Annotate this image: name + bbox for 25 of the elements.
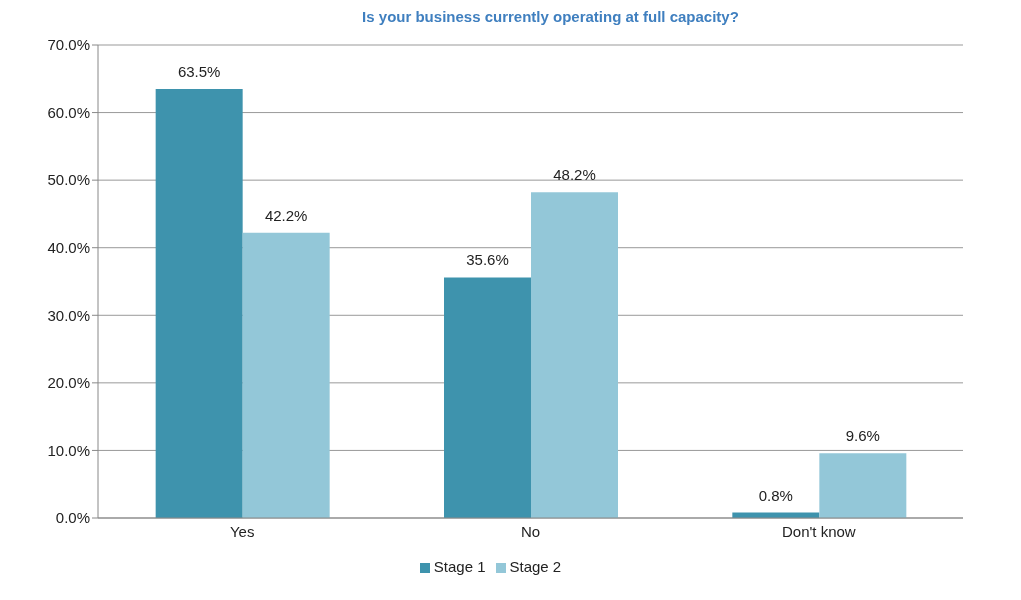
x-tick-label: No xyxy=(520,522,541,540)
y-tick-label: 40.0% xyxy=(47,239,90,257)
data-label: 48.2% xyxy=(553,166,596,184)
bar xyxy=(531,192,618,518)
y-tick-label: 20.0% xyxy=(47,374,90,392)
y-tick-label: 70.0% xyxy=(47,36,90,54)
y-tick-label: 60.0% xyxy=(47,103,90,121)
data-label: 42.2% xyxy=(264,206,308,224)
y-tick-label: 30.0% xyxy=(47,306,90,324)
legend-label: Stage 1 xyxy=(433,558,486,575)
data-label: 9.6% xyxy=(845,427,880,445)
bar xyxy=(155,88,243,518)
data-label: 0.8% xyxy=(758,486,793,504)
y-tick-label: 50.0% xyxy=(47,171,90,189)
bar xyxy=(242,232,330,518)
y-tick-label: 10.0% xyxy=(47,441,90,459)
y-tick-label: 0.0% xyxy=(55,509,90,527)
data-label: 35.6% xyxy=(466,251,509,269)
x-tick-label: Don't know xyxy=(781,522,856,540)
data-label: 63.5% xyxy=(177,62,221,80)
x-tick-label: Yes xyxy=(229,522,255,540)
chart-title: Is your business currently operating at full capacity? xyxy=(361,8,740,25)
bar xyxy=(819,453,907,518)
bar xyxy=(444,277,531,518)
legend-label: Stage 2 xyxy=(509,558,562,575)
